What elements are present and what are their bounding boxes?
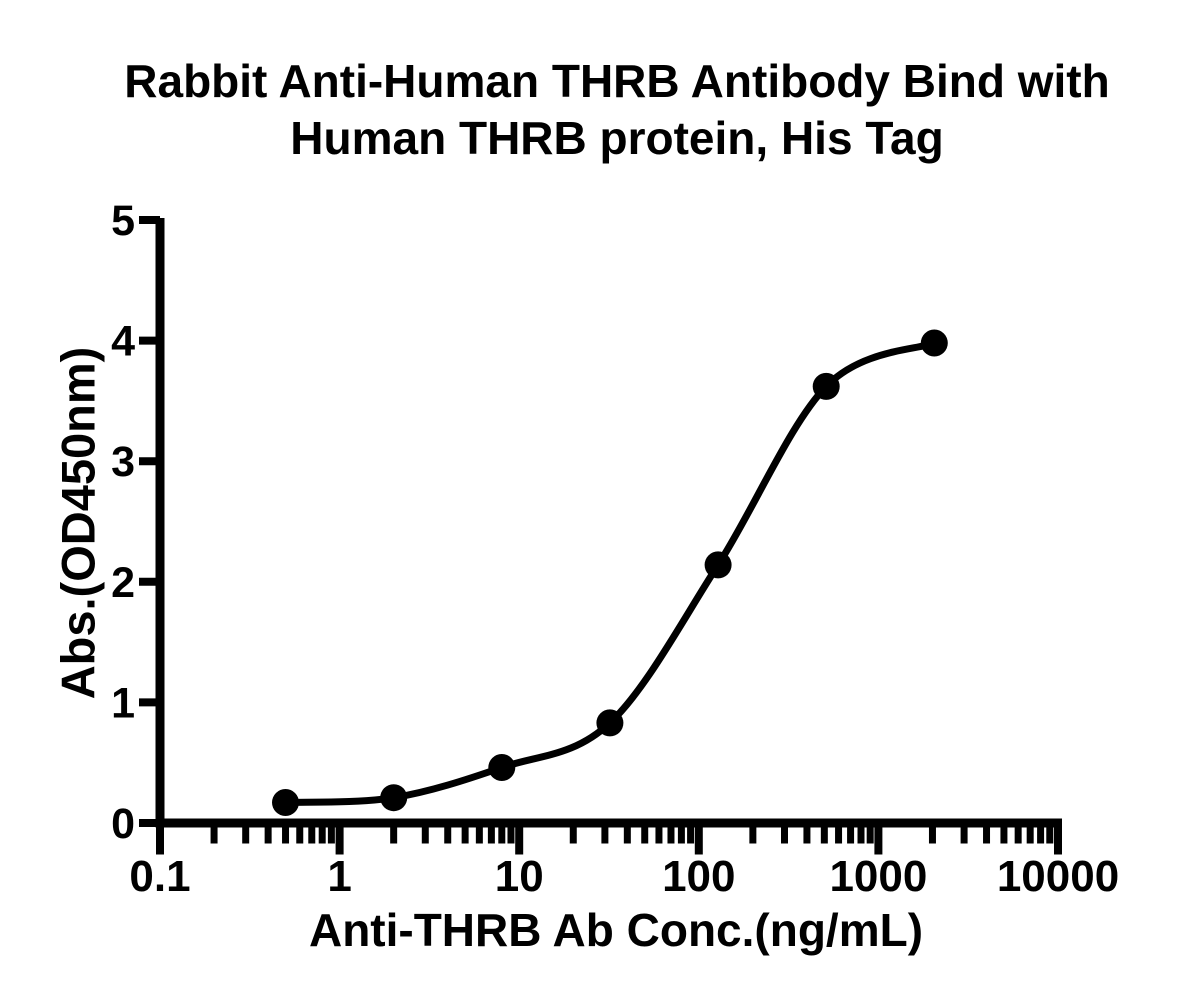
x-tick-label: 1000	[829, 852, 927, 901]
x-tick-label: 10000	[997, 852, 1119, 901]
y-tick-label: 5	[111, 197, 135, 245]
y-tick-label: 3	[111, 438, 135, 486]
data-point	[596, 709, 624, 737]
x-axis-label: Anti-THRB Ab Conc.(ng/mL)	[308, 904, 924, 956]
data-point	[272, 789, 299, 816]
x-tick-label: 100	[662, 852, 735, 901]
data-point	[380, 784, 408, 812]
x-tick-label: 10	[495, 852, 544, 901]
y-tick-label: 4	[111, 318, 135, 366]
data-point	[812, 372, 840, 400]
data-point	[920, 329, 948, 357]
chart-title-line1: Rabbit Anti-Human THRB Antibody Bind wit…	[124, 55, 1110, 107]
y-tick-label: 0	[111, 800, 135, 848]
data-point	[704, 551, 732, 579]
chart-title: Rabbit Anti-Human THRB Antibody Bind wit…	[40, 53, 1194, 167]
x-tick-label: 0.1	[129, 852, 190, 901]
chart-title-line2: Human THRB protein, His Tag	[290, 112, 944, 164]
y-tick-label: 1	[111, 679, 135, 727]
x-tick-label: 1	[327, 852, 351, 901]
y-tick-label: 2	[111, 559, 135, 607]
data-point	[488, 754, 516, 781]
